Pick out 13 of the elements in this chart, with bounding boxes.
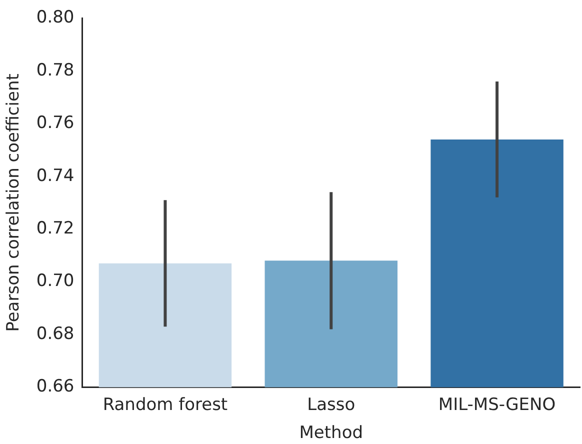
x-axis-title: Method	[299, 423, 364, 444]
x-tick-label: Lasso	[307, 394, 356, 415]
y-tick-label: 0.78	[36, 60, 74, 80]
y-tick-label: 0.80	[36, 8, 74, 28]
x-tick-label: Random forest	[102, 394, 228, 415]
x-tick-label: MIL-MS-GENO	[438, 394, 556, 415]
y-tick-label: 0.76	[36, 113, 74, 134]
y-tick-label: 0.66	[36, 376, 74, 397]
y-tick-label: 0.72	[36, 218, 74, 238]
y-tick-label: 0.68	[36, 324, 74, 344]
y-tick-label: 0.74	[36, 166, 74, 186]
y-axis-title: Pearson correlation coefficient	[4, 73, 24, 332]
y-tick-label: 0.70	[36, 271, 74, 292]
